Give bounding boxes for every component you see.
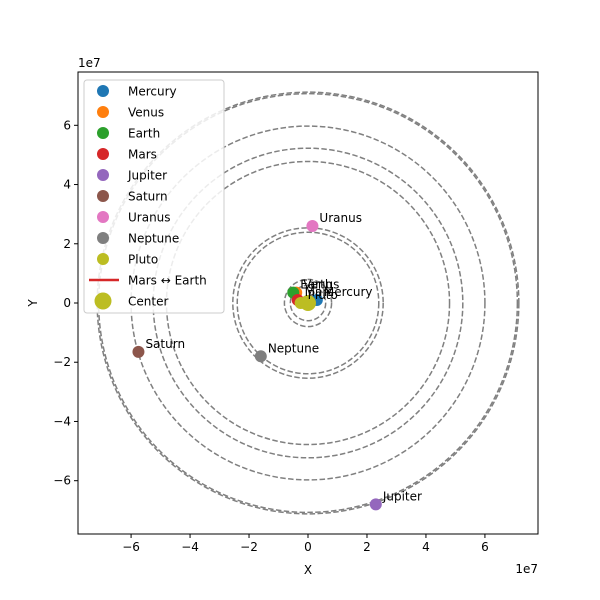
point-saturn: [132, 345, 145, 358]
orbit-circle-1: [289, 284, 327, 322]
y-tick-label: −6: [53, 474, 71, 488]
legend-marker-pluto: [97, 253, 109, 265]
y-tick-label: −4: [53, 414, 71, 428]
x-tick-label: −4: [181, 540, 199, 554]
label-mars: Mars: [305, 285, 334, 299]
legend-marker-mars: [97, 148, 109, 160]
legend-label-jupiter: Jupiter: [127, 169, 167, 183]
legend-label-center: Center: [128, 295, 168, 309]
x-axis-label: X: [304, 563, 312, 577]
y-tick-label: 4: [63, 178, 71, 192]
legend-marker-uranus: [97, 211, 109, 223]
legend-label-connector: Mars ↔ Earth: [128, 274, 207, 288]
y-tick-label: 0: [63, 296, 71, 310]
y-tick-label: 6: [63, 118, 71, 132]
legend-label-neptune: Neptune: [128, 232, 179, 246]
label-neptune: Neptune: [268, 341, 319, 355]
x-scale-label: 1e7: [515, 562, 538, 576]
label-mercury: Mercury: [324, 285, 373, 299]
x-tick-label: 4: [422, 540, 430, 554]
x-tick-label: 6: [481, 540, 489, 554]
label-venus: Venus: [303, 278, 339, 292]
point-jupiter: [369, 498, 382, 511]
legend-marker-saturn: [97, 190, 109, 202]
point-neptune: [254, 350, 267, 363]
legend-marker-mercury: [97, 85, 109, 97]
legend-box: [83, 79, 225, 314]
x-tick-label: −2: [240, 540, 258, 554]
legend-label-mars: Mars: [128, 148, 157, 162]
x-tick-label: 2: [363, 540, 371, 554]
label-saturn: Saturn: [145, 337, 185, 351]
legend-marker-earth: [97, 127, 109, 139]
label-pluto: Pluto: [308, 288, 338, 302]
legend-label-venus: Venus: [128, 106, 164, 120]
label-uranus: Uranus: [319, 211, 362, 225]
legend-label-uranus: Uranus: [128, 211, 171, 225]
legend-marker-center: [94, 292, 112, 310]
label-earth: Earth: [300, 278, 332, 292]
legend-marker-neptune: [97, 232, 109, 244]
legend-label-earth: Earth: [128, 127, 160, 141]
y-tick-label: 2: [63, 237, 71, 251]
orbit-circle-2: [283, 278, 333, 328]
y-scale-label: 1e7: [78, 56, 101, 70]
center-marker: [300, 295, 316, 311]
y-tick-label: −2: [53, 355, 71, 369]
orbit-circle-4: [236, 231, 380, 375]
orbit-circle-9: [96, 91, 520, 515]
legend-marker-jupiter: [97, 169, 109, 181]
legend-label-pluto: Pluto: [128, 253, 158, 267]
x-tick-label: 0: [304, 540, 312, 554]
point-uranus: [306, 220, 319, 232]
label-jupiter: Jupiter: [382, 489, 422, 503]
orbit-circle-3: [232, 227, 384, 379]
legend-marker-venus: [97, 106, 109, 118]
y-axis-label: Y: [26, 299, 40, 308]
legend-label-saturn: Saturn: [128, 190, 168, 204]
x-tick-label: −6: [122, 540, 140, 554]
legend-label-mercury: Mercury: [128, 85, 177, 99]
